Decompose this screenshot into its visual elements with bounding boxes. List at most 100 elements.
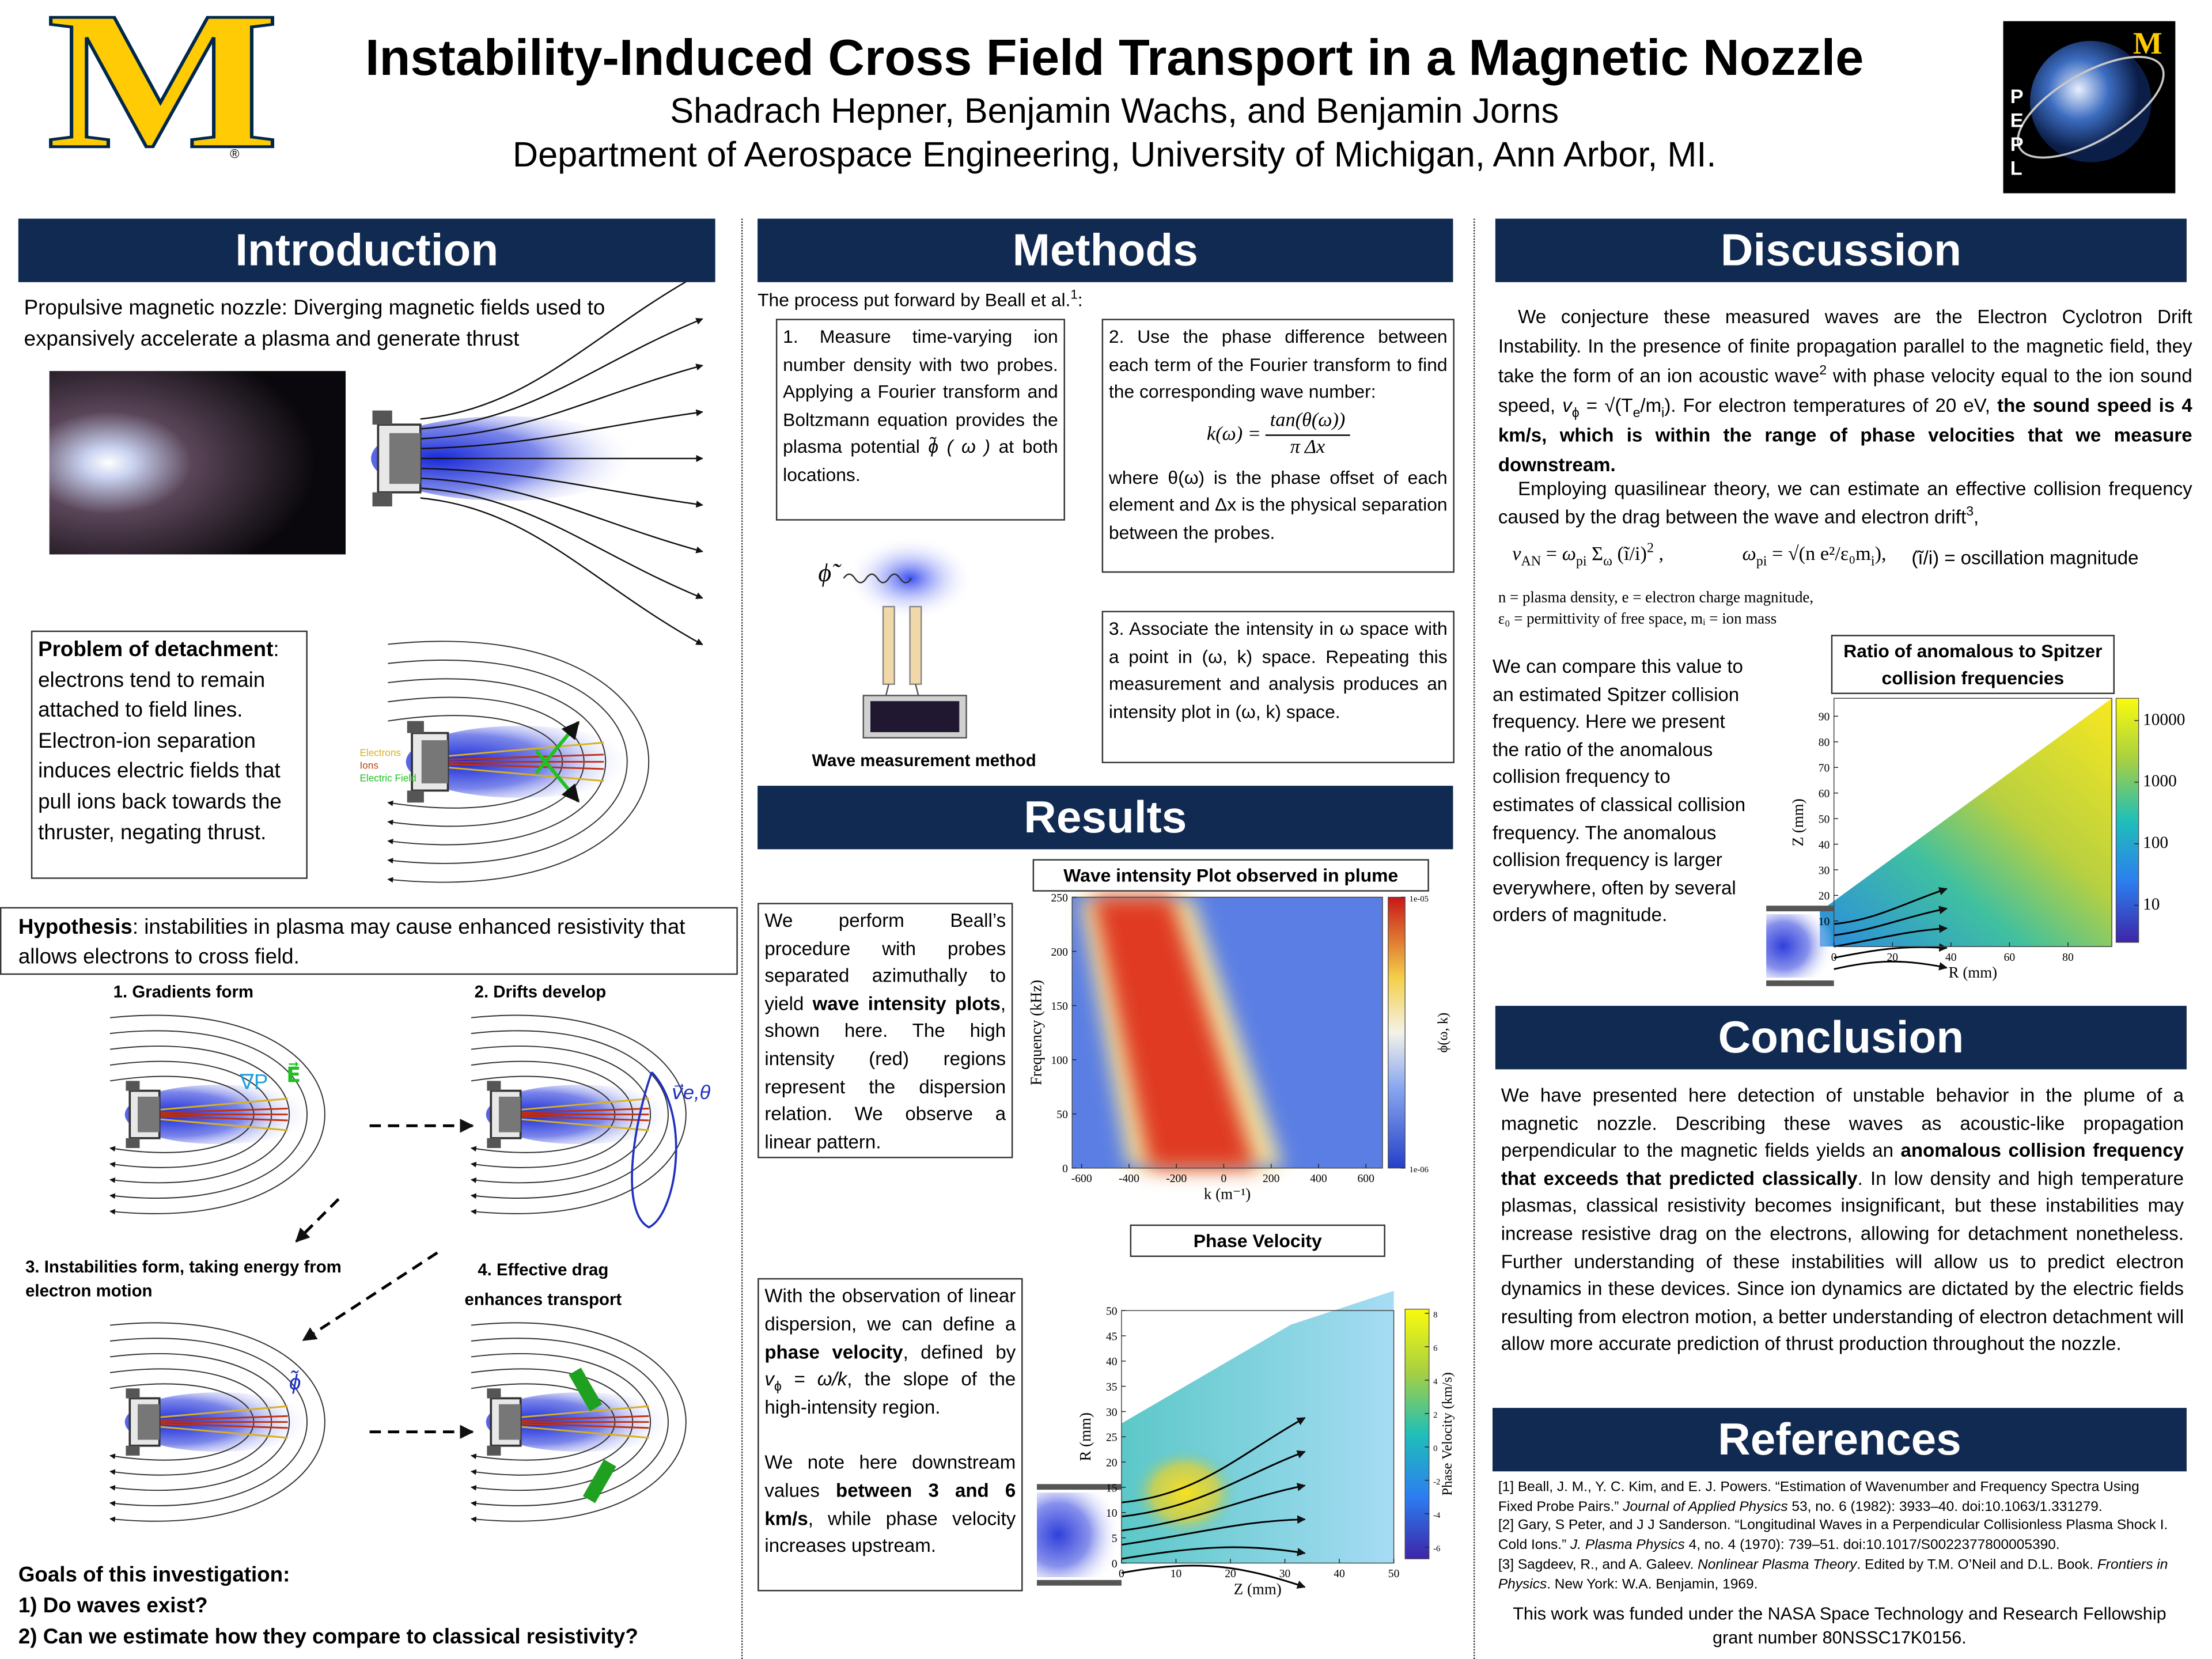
colorbar-tick-label: 8 [1433,1310,1437,1320]
y-tick-label: 50 [1106,1305,1118,1317]
field-line [109,1014,325,1215]
ion-arrow [520,1107,649,1114]
y-tick-label: 80 [1819,737,1830,749]
magnet [1766,906,1834,912]
intro-lead: Propulsive magnetic nozzle: Diverging ma… [24,296,605,351]
eq-numerator: tan(θ(ω)) [1266,409,1350,436]
colorbar [2115,698,2139,943]
text-run: between 3 and 6 km/s [764,1479,1016,1529]
thruster-body [421,740,448,783]
symbol: v⃗e,θ [671,1080,711,1104]
probe [882,605,895,685]
lab-letter: E [2010,108,2024,131]
y-tick-label: 250 [1051,892,1069,904]
field-line [420,363,703,440]
field-line [420,271,703,420]
ion-arrow [520,1426,649,1439]
definition: n = plasma density, e = electron charge … [1498,589,1814,607]
funding: This work was funded under the NASA Spac… [1513,1604,2166,1648]
text-run: , [1974,506,1979,528]
figure-symbol: ϕ̃ [818,558,832,587]
field-line [420,409,703,449]
section-heading: Discussion [1495,218,2187,282]
ion-arrow [159,1097,288,1111]
text-run: ϕ [1571,406,1580,422]
colorbar-label: Phase Velocity (km/s) [1440,1372,1455,1495]
text-run: ω [1742,544,1756,566]
text-run: [1] Beall, J. M., Y. C. Kim, and E. J. P… [1498,1479,2139,1515]
paragraph: With the observation of linear dispersio… [764,1282,1016,1422]
text-run: The process put forward by Beall et al. [757,289,1071,310]
data-blob [1131,1447,1239,1538]
step-caption: 3. Instabilities form, taking energy fro… [25,1257,342,1301]
field-line [109,1030,308,1199]
text-run: Σ [1586,544,1604,566]
results-text: We perform Beall’s procedure with probes… [757,903,1013,1158]
x-tick-label: -200 [1166,1173,1187,1185]
nozzle-diagram [371,271,703,646]
text-run: 2 [1819,363,1827,379]
x-tick-label: 200 [1263,1173,1280,1185]
magnet [407,721,424,733]
y-tick-label: 15 [1106,1482,1118,1494]
text-run: Employing quasilinear theory, we can est… [1498,478,2192,528]
hypothesis-box: Hypothesis: instabilities in plasma may … [0,907,738,975]
text-run: = √(n e²/ε₀m [1767,544,1871,566]
conclusion-text: We have presented here detection of unst… [1501,1082,2184,1358]
x-tick-label: 40 [1945,952,1957,964]
text-run: . Edited by T.M. O’Neil and D.L. Book. [1857,1557,2097,1573]
text-run: v [764,1369,774,1391]
y-tick-label: 50 [1056,1109,1068,1121]
ion-arrow [448,741,604,757]
field-line [420,487,703,599]
x-tick-label: 40 [1334,1568,1345,1580]
thruster-overlay [1037,1493,1122,1577]
text-run: pi [1756,554,1767,570]
eq-lhs: k(ω) = [1206,423,1261,445]
y-tick-label: 60 [1819,788,1830,800]
field-line [470,1046,651,1184]
reference-list: [1] Beall, J. M., Y. C. Kim, and E. J. P… [1498,1479,2176,1594]
field-line [1121,1483,1306,1532]
legend-item: Ions [359,762,378,772]
equation: ωpi = √(n e²/ε₀mi), [1742,544,1886,570]
y-tick-label: 10 [1106,1508,1118,1520]
symbol: ϕ̃ [289,1371,301,1396]
colorbar [1388,896,1406,1169]
goal: 1) Do waves exist? [18,1594,208,1618]
magnet [407,790,424,803]
text-run: wave intensity plots [812,993,1001,1014]
magnet [487,1081,501,1091]
text-run: [2] Gary, S Peter, and J J Sanderson. “L… [1498,1518,2168,1554]
y-tick-label: 40 [1106,1356,1118,1368]
text-run: 53, no. 6 (1982): 3933–40. doi:10.1063/1… [1787,1499,2103,1515]
data-region [1820,698,2112,947]
text-run: : electrons tend to remain attached to f… [38,637,282,844]
colorbar-tick-label: 10000 [2143,710,2185,729]
y-axis-label: Z (mm) [1789,798,1806,846]
lab-letters: P E P L [2010,85,2024,181]
thruster-body [138,1096,160,1132]
colorbar-tick-label: -4 [1433,1511,1441,1520]
fraction: tan(θ(ω)) π Δx [1266,409,1350,461]
magnet [1037,1484,1122,1490]
x-tick-label: 0 [1831,952,1837,964]
definitions: n = plasma density, e = electron charge … [1498,588,1813,630]
goal: 2) Can we estimate how they compare to c… [18,1625,638,1649]
text-run: i [1661,406,1665,422]
y-axis-label: Frequency (kHz) [1027,980,1044,1085]
x-tick-label: -600 [1071,1173,1092,1185]
x-tick-label: 20 [1225,1568,1236,1580]
drag-bar [582,1459,616,1503]
text-run: , the slope of the high-intensity region… [764,1369,1016,1418]
text-run: Nonlinear Plasma Theory [1698,1557,1857,1573]
method-text: 2. Use the phase difference between each… [1108,325,1448,403]
y-tick-label: 150 [1051,1001,1069,1013]
legend-item: Electrons [359,749,401,759]
method-text: where θ(ω) is the phase offset of each e… [1108,467,1448,543]
text-run: Hypothesis [18,915,132,940]
field-line [1121,1416,1306,1503]
magnet [487,1388,501,1399]
